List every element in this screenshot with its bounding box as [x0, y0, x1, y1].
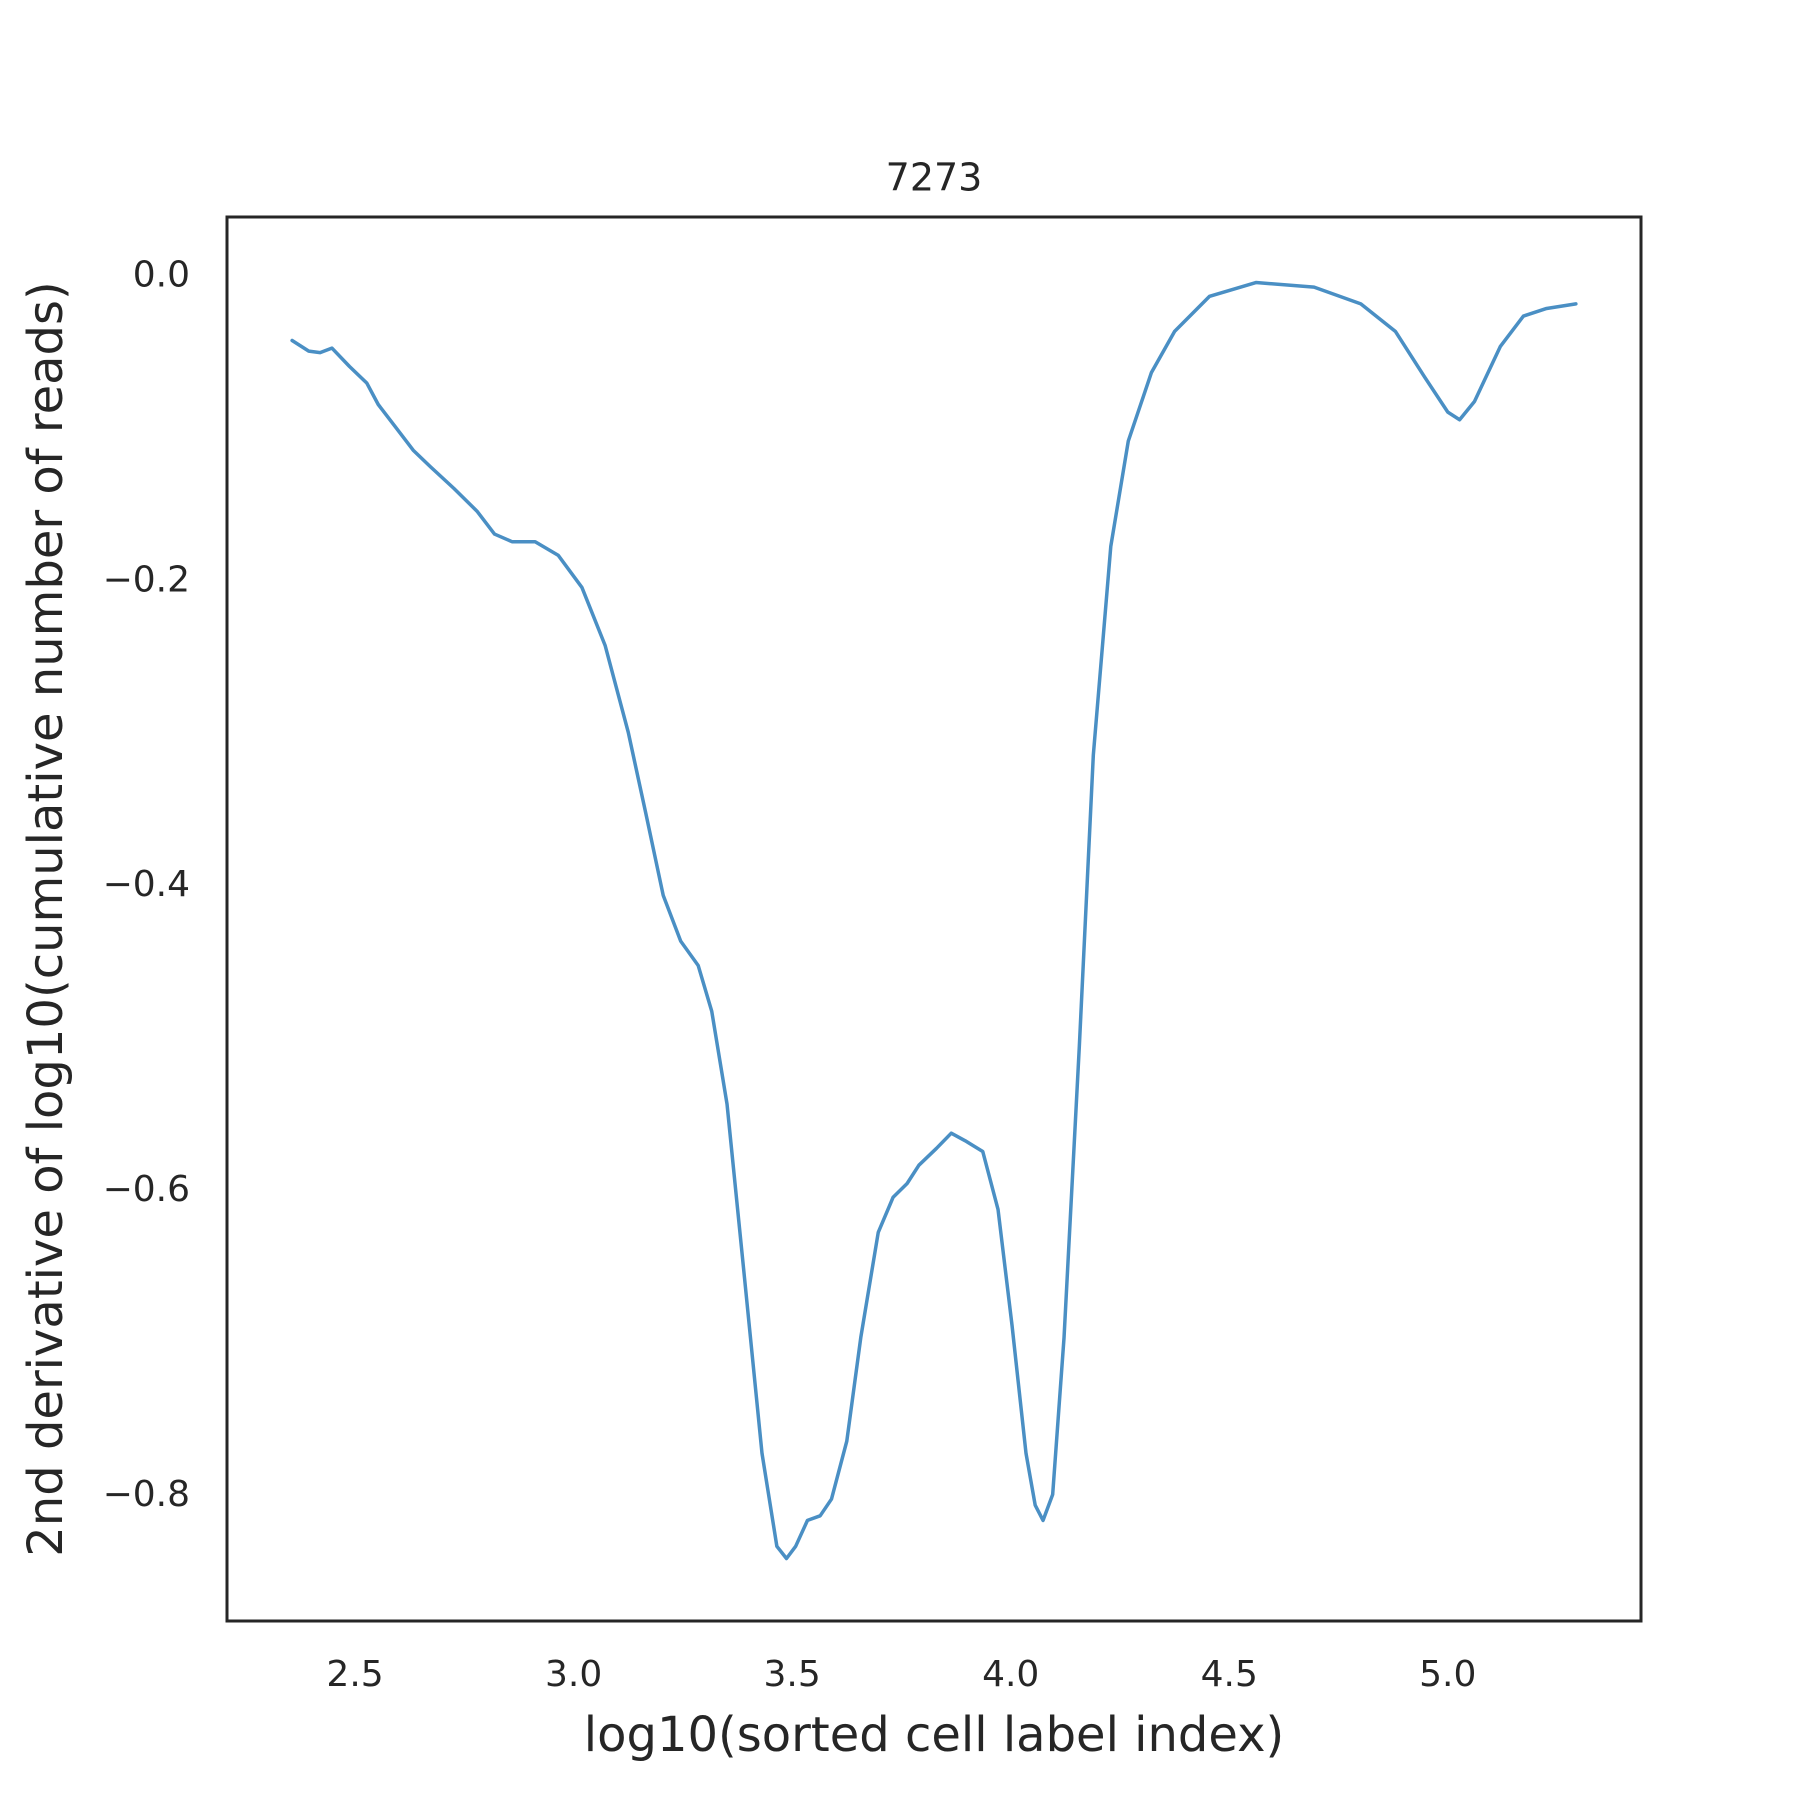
x-tick-label: 4.0 — [982, 1654, 1039, 1695]
x-tick-label: 4.5 — [1201, 1654, 1258, 1695]
y-tick-label: −0.6 — [103, 1169, 190, 1210]
data-line — [290, 280, 1578, 1561]
y-tick-label: −0.8 — [103, 1474, 190, 1515]
plot-frame — [225, 215, 1643, 1623]
y-tick-label: 0.0 — [133, 254, 190, 295]
x-tick-label: 2.5 — [326, 1654, 383, 1695]
y-tick-label: −0.4 — [103, 864, 190, 905]
x-tick-label: 3.5 — [764, 1654, 821, 1695]
y-tick-label: −0.2 — [103, 559, 190, 600]
x-axis-label: log10(sorted cell label index) — [584, 1707, 1284, 1763]
y-axis-label: 2nd derivative of log10(cumulative numbe… — [18, 281, 74, 1556]
x-tick-label: 5.0 — [1419, 1654, 1476, 1695]
chart-title: 7273 — [886, 156, 983, 200]
x-tick-label: 3.0 — [545, 1654, 602, 1695]
